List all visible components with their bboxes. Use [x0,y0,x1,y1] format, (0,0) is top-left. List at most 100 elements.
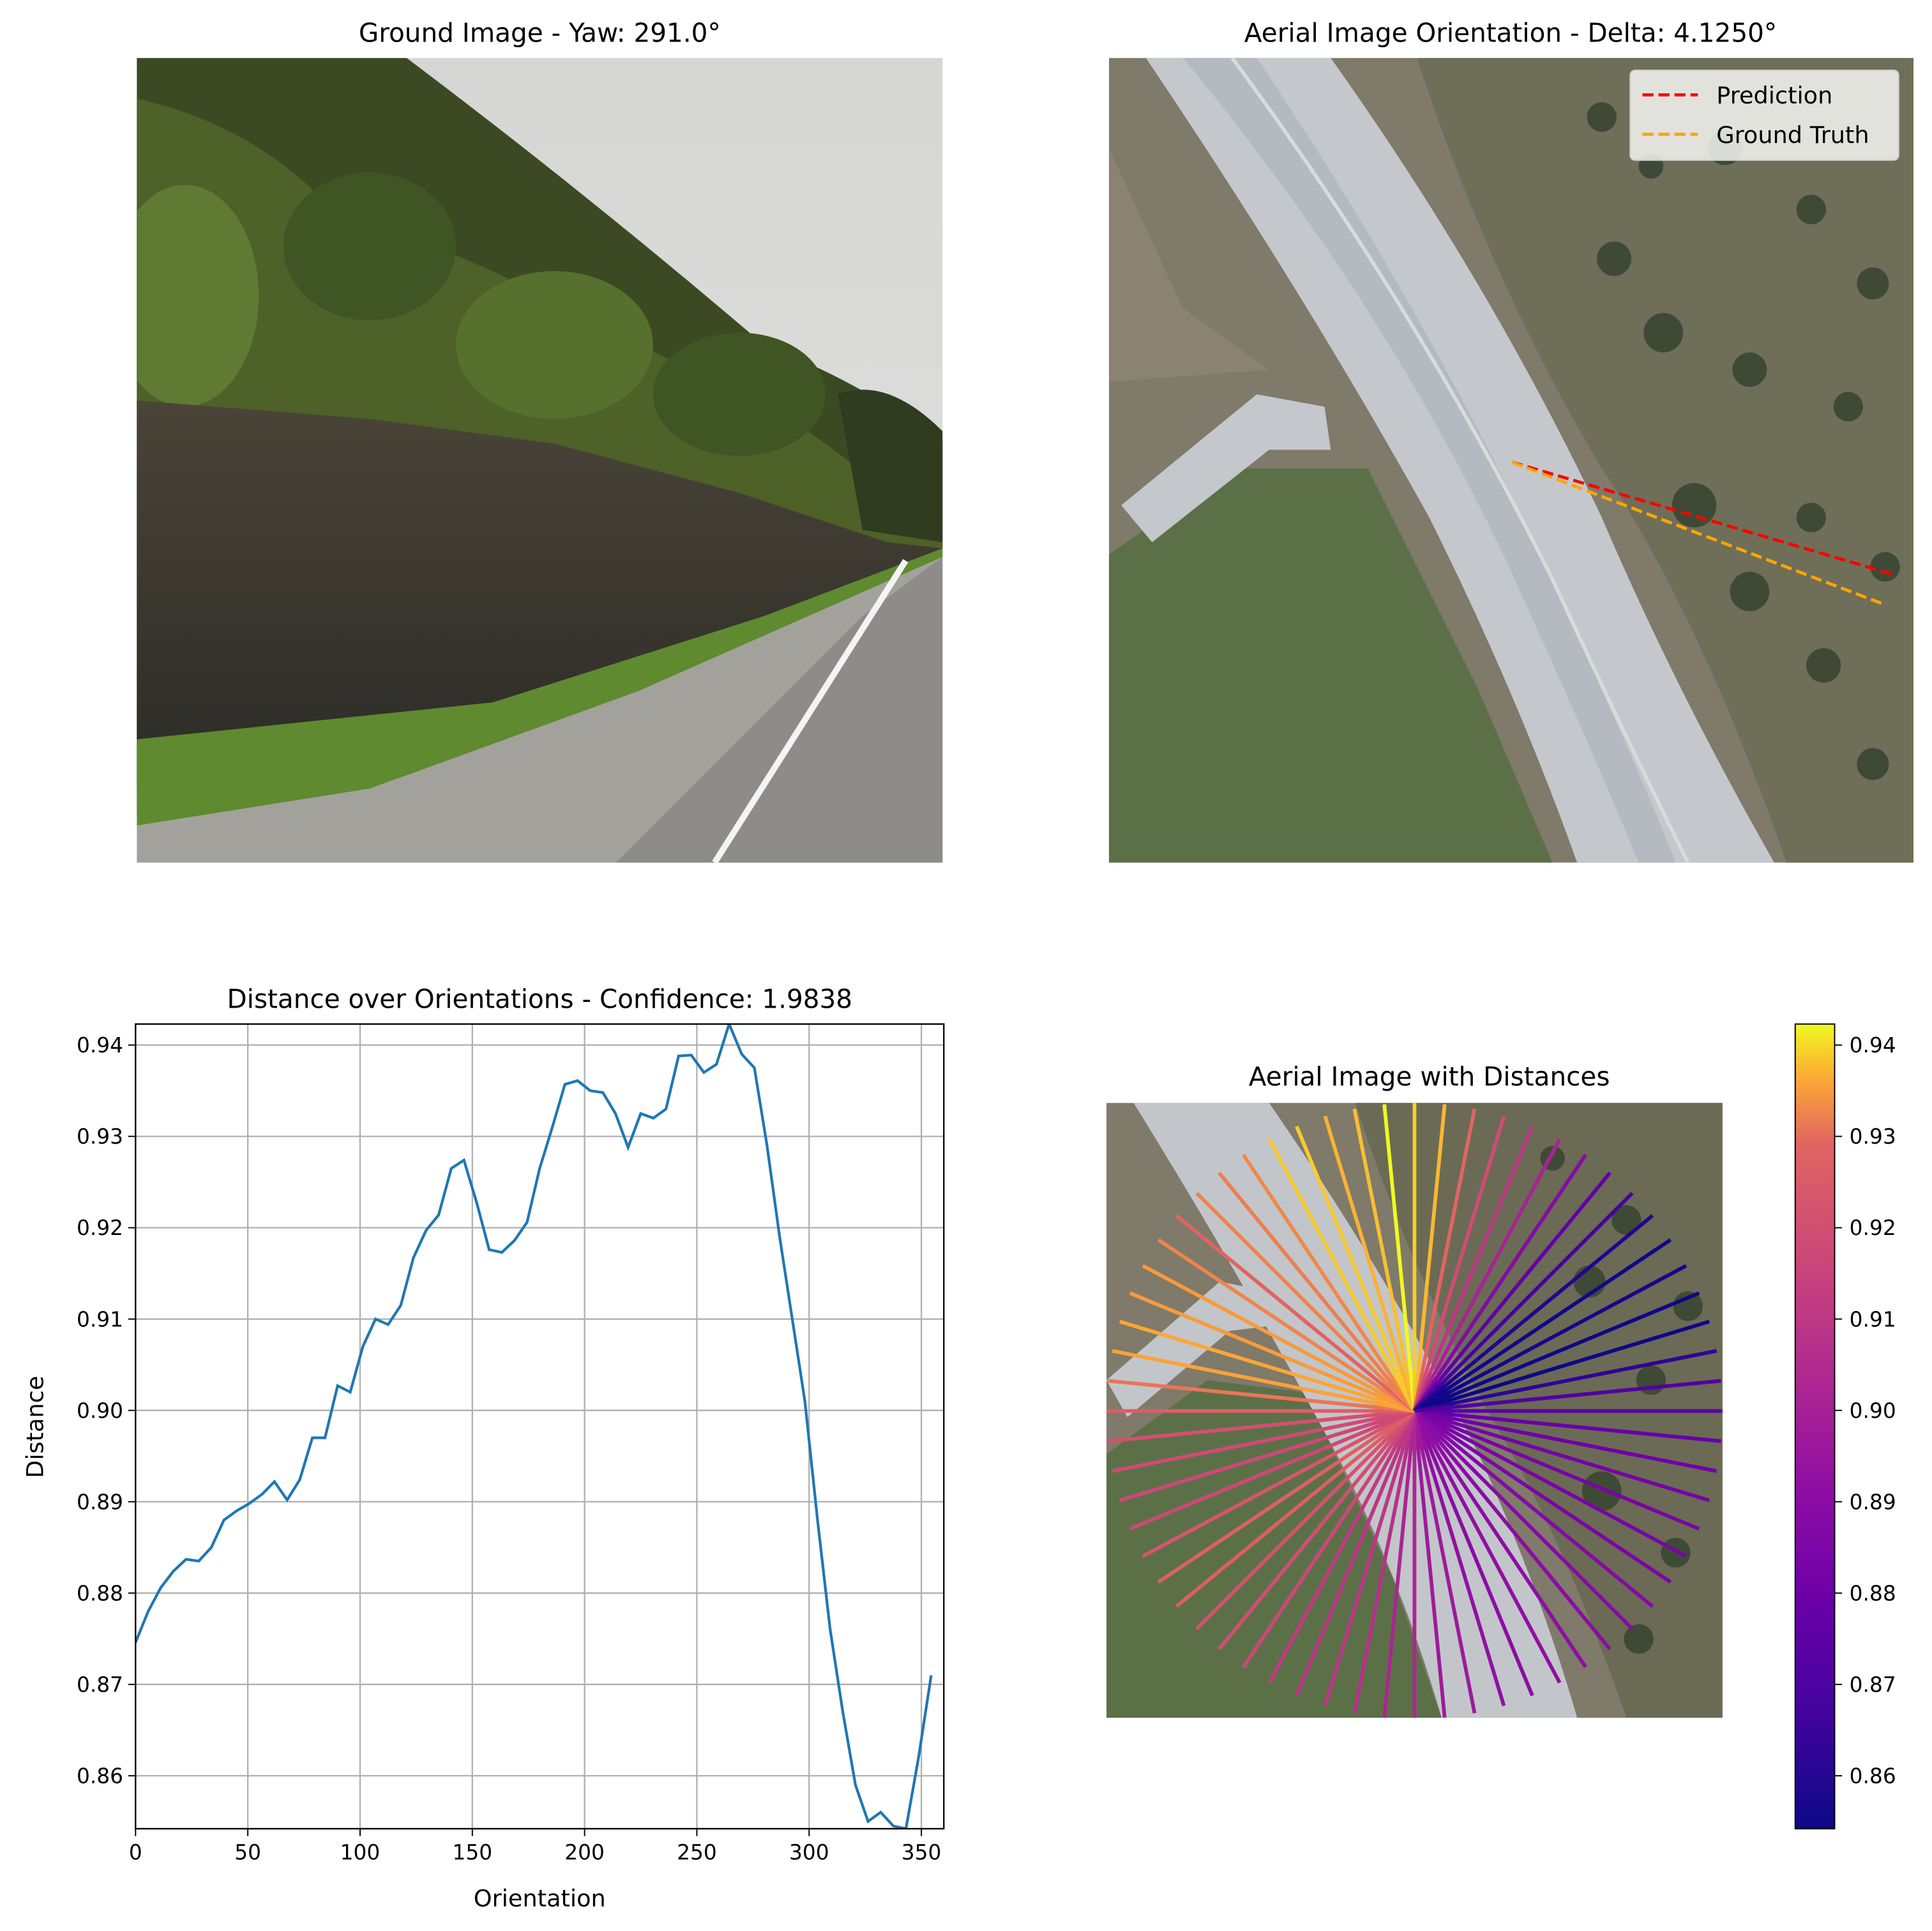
x-tick-label: 350 [902,1840,942,1865]
colorbar-tick-label: 0.87 [1850,1672,1896,1697]
orientation-ray [1412,1410,1562,1684]
orientation-ray [1323,1410,1417,1707]
orientation-ray [1382,1411,1417,1718]
orientation-ray [1218,1171,1416,1412]
orientation-ray [1412,1410,1506,1707]
colorbar-tick-label: 0.93 [1850,1125,1896,1149]
orientation-ray [1412,1411,1447,1718]
orientation-ray [1413,1409,1634,1630]
orientation-ray [1108,1379,1415,1413]
y-tick-label: 0.93 [77,1125,123,1149]
y-tick-label: 0.87 [77,1672,123,1697]
orientation-ray [1157,1409,1416,1584]
colorbar-tick-label: 0.89 [1850,1490,1896,1514]
x-tick-label: 200 [564,1840,605,1865]
orientation-ray [1414,1319,1710,1413]
x-tick-label: 300 [789,1840,829,1865]
colorbar [1794,1023,1836,1829]
orientation-ray [1412,1116,1506,1412]
orientation-ray [1382,1104,1417,1411]
orientation-ray [1195,1409,1416,1630]
distances-title: Aerial Image with Distances [1249,1061,1610,1092]
orientation-ray [1414,1379,1721,1413]
orientation-ray [1112,1349,1415,1413]
orientation-ray [1352,1108,1417,1412]
orientation-ray [1413,1171,1611,1412]
orientation-ray [1295,1410,1417,1697]
orientation-ray [1267,1138,1417,1412]
y-tick-label: 0.91 [77,1307,123,1331]
plot-frame [135,1023,945,1829]
orientation-ray [1413,1409,1654,1608]
orientation-ray [1413,1409,1611,1651]
orientation-ray [1414,1264,1687,1413]
orientation-ray [1242,1153,1416,1412]
orientation-ray [1412,1104,1447,1411]
orientation-ray [1142,1264,1415,1413]
distance-series-line [135,1024,933,1829]
orientation-ray [1142,1409,1415,1558]
y-tick-label: 0.89 [77,1490,123,1514]
prediction-line [1511,460,1893,576]
orientation-ray [1119,1319,1415,1413]
y-tick-label: 0.86 [77,1764,123,1788]
x-axis-label: Orientation [474,1884,606,1912]
orientation-ray [1412,1411,1477,1714]
orientation-ray [1413,1410,1587,1669]
legend: Prediction Ground Truth [1629,70,1899,161]
colorbar-tick-label: 0.94 [1850,1033,1896,1057]
plot-ticks: 0 50 100 150 200 250 300 350 0.86 0.87 0.88 0.89 0.9… [77,1033,941,1865]
orientation-ray [1412,1138,1562,1412]
colorbar-tick-label: 0.90 [1850,1398,1896,1423]
orientation-ray [1323,1116,1417,1412]
y-tick-label: 0.92 [77,1216,123,1240]
orientation-ray [1242,1410,1416,1669]
ground-truth-line [1511,460,1883,605]
x-tick-label: 150 [452,1840,492,1865]
aerial-image [1108,57,1914,863]
orientation-ray [1175,1409,1416,1608]
orientation-ray [1112,1409,1415,1473]
orientation-ray [1413,1238,1672,1413]
x-tick-label: 250 [677,1840,717,1865]
orientation-ray [1129,1409,1415,1531]
plot-grid [135,1024,944,1829]
y-axis-label: Distance [22,1376,49,1478]
orientation-rays [1106,1103,1723,1718]
orientation-ray [1108,1409,1415,1443]
colorbar-ticks: 0.86 0.87 0.88 0.89 0.90 0.91 0.92 0.93 0.94 [1834,1033,1896,1788]
orientation-ray [1267,1410,1417,1684]
x-tick-label: 0 [129,1840,142,1865]
orientation-ray [1414,1291,1700,1413]
orientation-ray [1414,1409,1687,1558]
orientation-ray [1119,1409,1415,1503]
orientation-ray [1412,1108,1477,1412]
ground-image [137,57,943,863]
y-tick-label: 0.88 [77,1581,123,1605]
orientation-ray [1414,1409,1700,1531]
legend-label-prediction: Prediction [1716,82,1832,109]
colorbar-tick-label: 0.91 [1850,1307,1896,1331]
orientation-ray [1414,1409,1721,1443]
orientation-ray [1413,1409,1672,1584]
x-tick-label: 50 [234,1840,261,1865]
orientation-ray [1414,1409,1710,1503]
colorbar-tick-label: 0.86 [1850,1764,1896,1788]
aerial-title: Aerial Image Orientation - Delta: 4.1250… [1244,18,1777,49]
orientation-ray [1157,1238,1416,1413]
orientation-ray [1414,1409,1717,1473]
orientation-ray [1195,1192,1416,1412]
orientation-ray [1352,1411,1417,1714]
y-tick-label: 0.94 [77,1033,123,1057]
colorbar-tick-label: 0.88 [1850,1581,1896,1605]
orientation-ray [1413,1214,1654,1412]
orientation-ray [1413,1153,1587,1412]
colorbar-tick-label: 0.92 [1850,1216,1896,1240]
orientation-ray [1413,1192,1634,1412]
chart-title: Distance over Orientations - Confidence:… [227,984,852,1015]
orientation-ray [1129,1291,1415,1413]
orientation-ray [1175,1214,1416,1412]
legend-label-ground-truth: Ground Truth [1716,121,1869,149]
orientation-ray [1414,1349,1717,1413]
